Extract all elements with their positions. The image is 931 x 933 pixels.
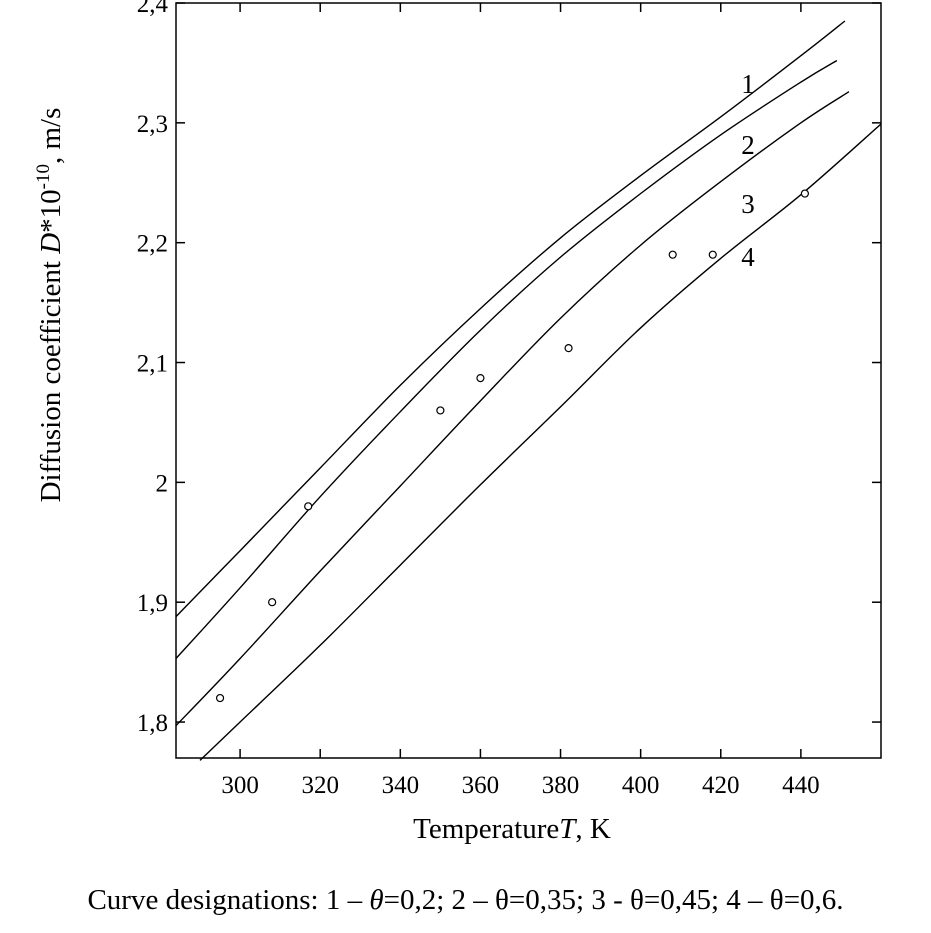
curve-label-2: 2 bbox=[741, 130, 755, 160]
y-tick-label: 1,8 bbox=[137, 710, 168, 737]
curve-labels-layer: 1 2 3 4 bbox=[741, 69, 755, 272]
curves-layer bbox=[175, 20, 882, 761]
data-points-layer bbox=[215, 189, 809, 703]
curve-1 bbox=[175, 20, 846, 618]
data-point bbox=[564, 344, 573, 353]
y-tick-label: 2,1 bbox=[137, 351, 168, 378]
axis-ticks: 300 320 340 360 380 400 420 440 1,8 1,9 2 2,1 2,2 2,3… bbox=[137, 0, 881, 799]
y-tick-label: 2 bbox=[156, 470, 169, 497]
data-point bbox=[215, 693, 225, 703]
y-tick-label: 2,4 bbox=[137, 0, 169, 18]
x-tick-label: 340 bbox=[382, 772, 420, 799]
data-point bbox=[436, 406, 445, 415]
curve-4 bbox=[199, 123, 882, 761]
x-tick-label: 300 bbox=[221, 772, 259, 799]
x-tick-label: 320 bbox=[301, 772, 339, 799]
x-tick-label: 380 bbox=[542, 772, 580, 799]
curve-label-3: 3 bbox=[741, 189, 755, 219]
curve-label-4: 4 bbox=[741, 242, 755, 272]
x-tick-label: 440 bbox=[782, 772, 820, 799]
data-point bbox=[268, 598, 277, 607]
y-tick-label: 1,9 bbox=[137, 590, 168, 617]
y-axis-title: Diffusion coefficient D*10-10, m/s bbox=[33, 108, 67, 503]
data-point bbox=[668, 250, 677, 259]
x-tick-label: 400 bbox=[622, 772, 660, 799]
x-tick-label: 420 bbox=[702, 772, 740, 799]
curve-2 bbox=[175, 59, 838, 659]
data-point bbox=[708, 250, 717, 259]
data-point bbox=[800, 189, 809, 198]
x-axis-title: TemperatureT, K bbox=[413, 813, 611, 845]
x-tick-label: 360 bbox=[462, 772, 500, 799]
data-point bbox=[304, 502, 313, 511]
figure-caption: Curve designations: 1 – θ=0,2; 2 – θ=0,3… bbox=[87, 884, 844, 916]
data-point bbox=[476, 374, 485, 383]
plot-frame bbox=[175, 2, 882, 759]
curve-label-1: 1 bbox=[741, 69, 755, 99]
curve-3 bbox=[175, 91, 850, 727]
y-tick-label: 2,3 bbox=[137, 111, 168, 138]
y-tick-label: 2,2 bbox=[137, 231, 168, 258]
